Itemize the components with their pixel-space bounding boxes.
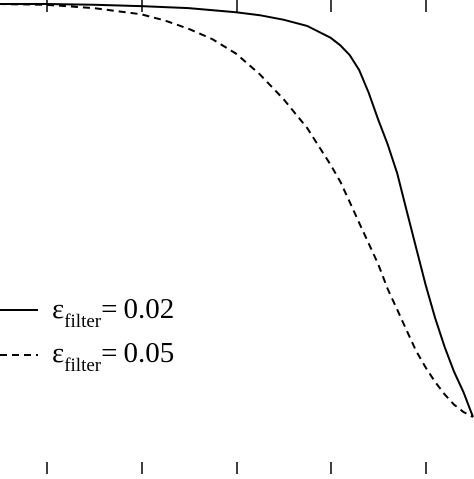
legend-subscript-2: filter xyxy=(64,355,102,376)
legend-symbol-2: ε xyxy=(52,337,64,369)
legend: εfilter= 0.02 εfilter= 0.05 xyxy=(0,293,174,376)
legend-label-1: εfilter= 0.02 xyxy=(52,293,174,332)
series-lines xyxy=(0,3,474,418)
legend-value-1: 0.02 xyxy=(123,293,174,325)
legend-relation-2: = xyxy=(101,337,117,369)
legend-subscript-1: filter xyxy=(64,311,102,332)
legend-label-2: εfilter= 0.05 xyxy=(52,337,174,376)
series-line-1 xyxy=(0,3,474,418)
legend-symbol-1: ε xyxy=(52,293,64,325)
legend-value-2: 0.05 xyxy=(123,337,174,369)
legend-relation-1: = xyxy=(101,293,117,325)
series-line-2 xyxy=(0,3,474,418)
axis-ticks xyxy=(46,0,427,474)
